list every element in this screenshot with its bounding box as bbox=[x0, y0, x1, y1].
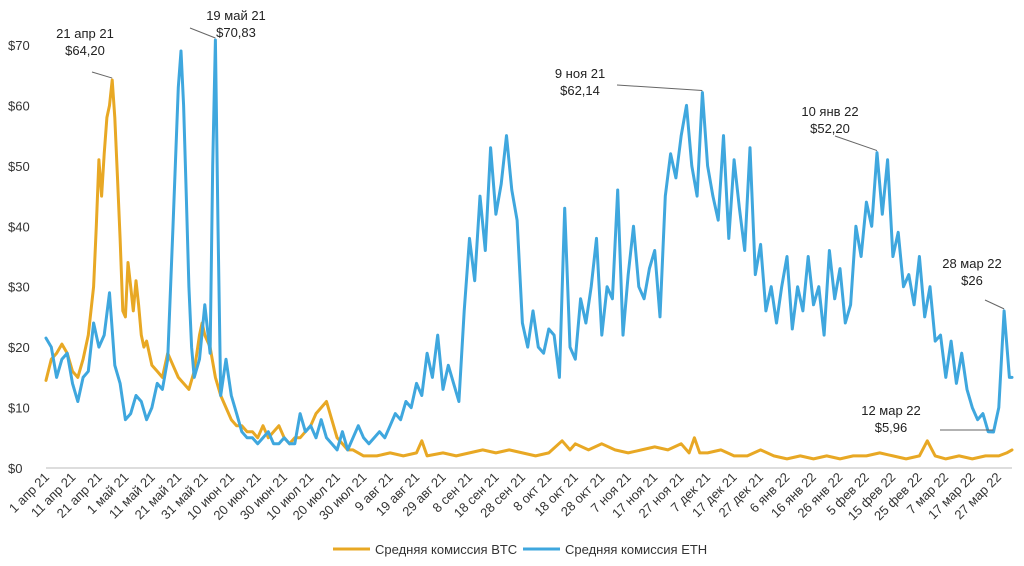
annotation-leader bbox=[984, 299, 1005, 310]
series-layer bbox=[44, 38, 1014, 461]
y-tick-label: $70 bbox=[8, 38, 30, 53]
legend-btc-label: Средняя комиссия BTC bbox=[375, 542, 517, 557]
annotation-value: $62,14 bbox=[560, 83, 600, 98]
annotation-leader bbox=[189, 27, 216, 39]
annotation-value: $52,20 bbox=[810, 121, 850, 136]
annotation-leader bbox=[616, 84, 703, 91]
btc-fee-line bbox=[44, 78, 1014, 461]
annotation-leader bbox=[834, 135, 878, 152]
annotation-leader bbox=[91, 71, 113, 79]
y-tick-label: $40 bbox=[8, 219, 30, 234]
y-tick-label: $60 bbox=[8, 98, 30, 113]
legend-eth-label: Средняя комиссия ETH bbox=[565, 542, 707, 557]
annotation-value: $26 bbox=[961, 273, 983, 288]
annotation-value: $70,83 bbox=[216, 25, 256, 40]
annotation-date: 9 ноя 21 bbox=[555, 66, 605, 81]
annotation-date: 21 апр 21 bbox=[56, 26, 114, 41]
y-tick-label: $30 bbox=[8, 280, 30, 295]
eth-fee-line bbox=[44, 38, 1014, 452]
annotation-value: $64,20 bbox=[65, 43, 105, 58]
y-tick-label: $10 bbox=[8, 401, 30, 416]
y-tick-label: $0 bbox=[8, 461, 22, 476]
y-axis: $0 $10 $20 $30 $40 $50 $60 $70 bbox=[8, 38, 30, 476]
annotation-value: $5,96 bbox=[875, 420, 908, 435]
legend: Средняя комиссия BTC Средняя комиссия ET… bbox=[333, 542, 707, 557]
annotations: 21 апр 21 $64,20 19 май 21 $70,83 9 ноя 21 $6… bbox=[56, 8, 1005, 435]
y-tick-label: $50 bbox=[8, 159, 30, 174]
annotation-date: 12 мар 22 bbox=[861, 403, 921, 418]
annotation-date: 28 мар 22 bbox=[942, 256, 1002, 271]
annotation-date: 19 май 21 bbox=[206, 8, 266, 23]
y-tick-label: $20 bbox=[8, 340, 30, 355]
annotation-date: 10 янв 22 bbox=[801, 104, 858, 119]
